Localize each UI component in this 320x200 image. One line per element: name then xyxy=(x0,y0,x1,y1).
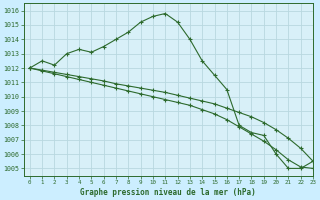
X-axis label: Graphe pression niveau de la mer (hPa): Graphe pression niveau de la mer (hPa) xyxy=(80,188,256,197)
